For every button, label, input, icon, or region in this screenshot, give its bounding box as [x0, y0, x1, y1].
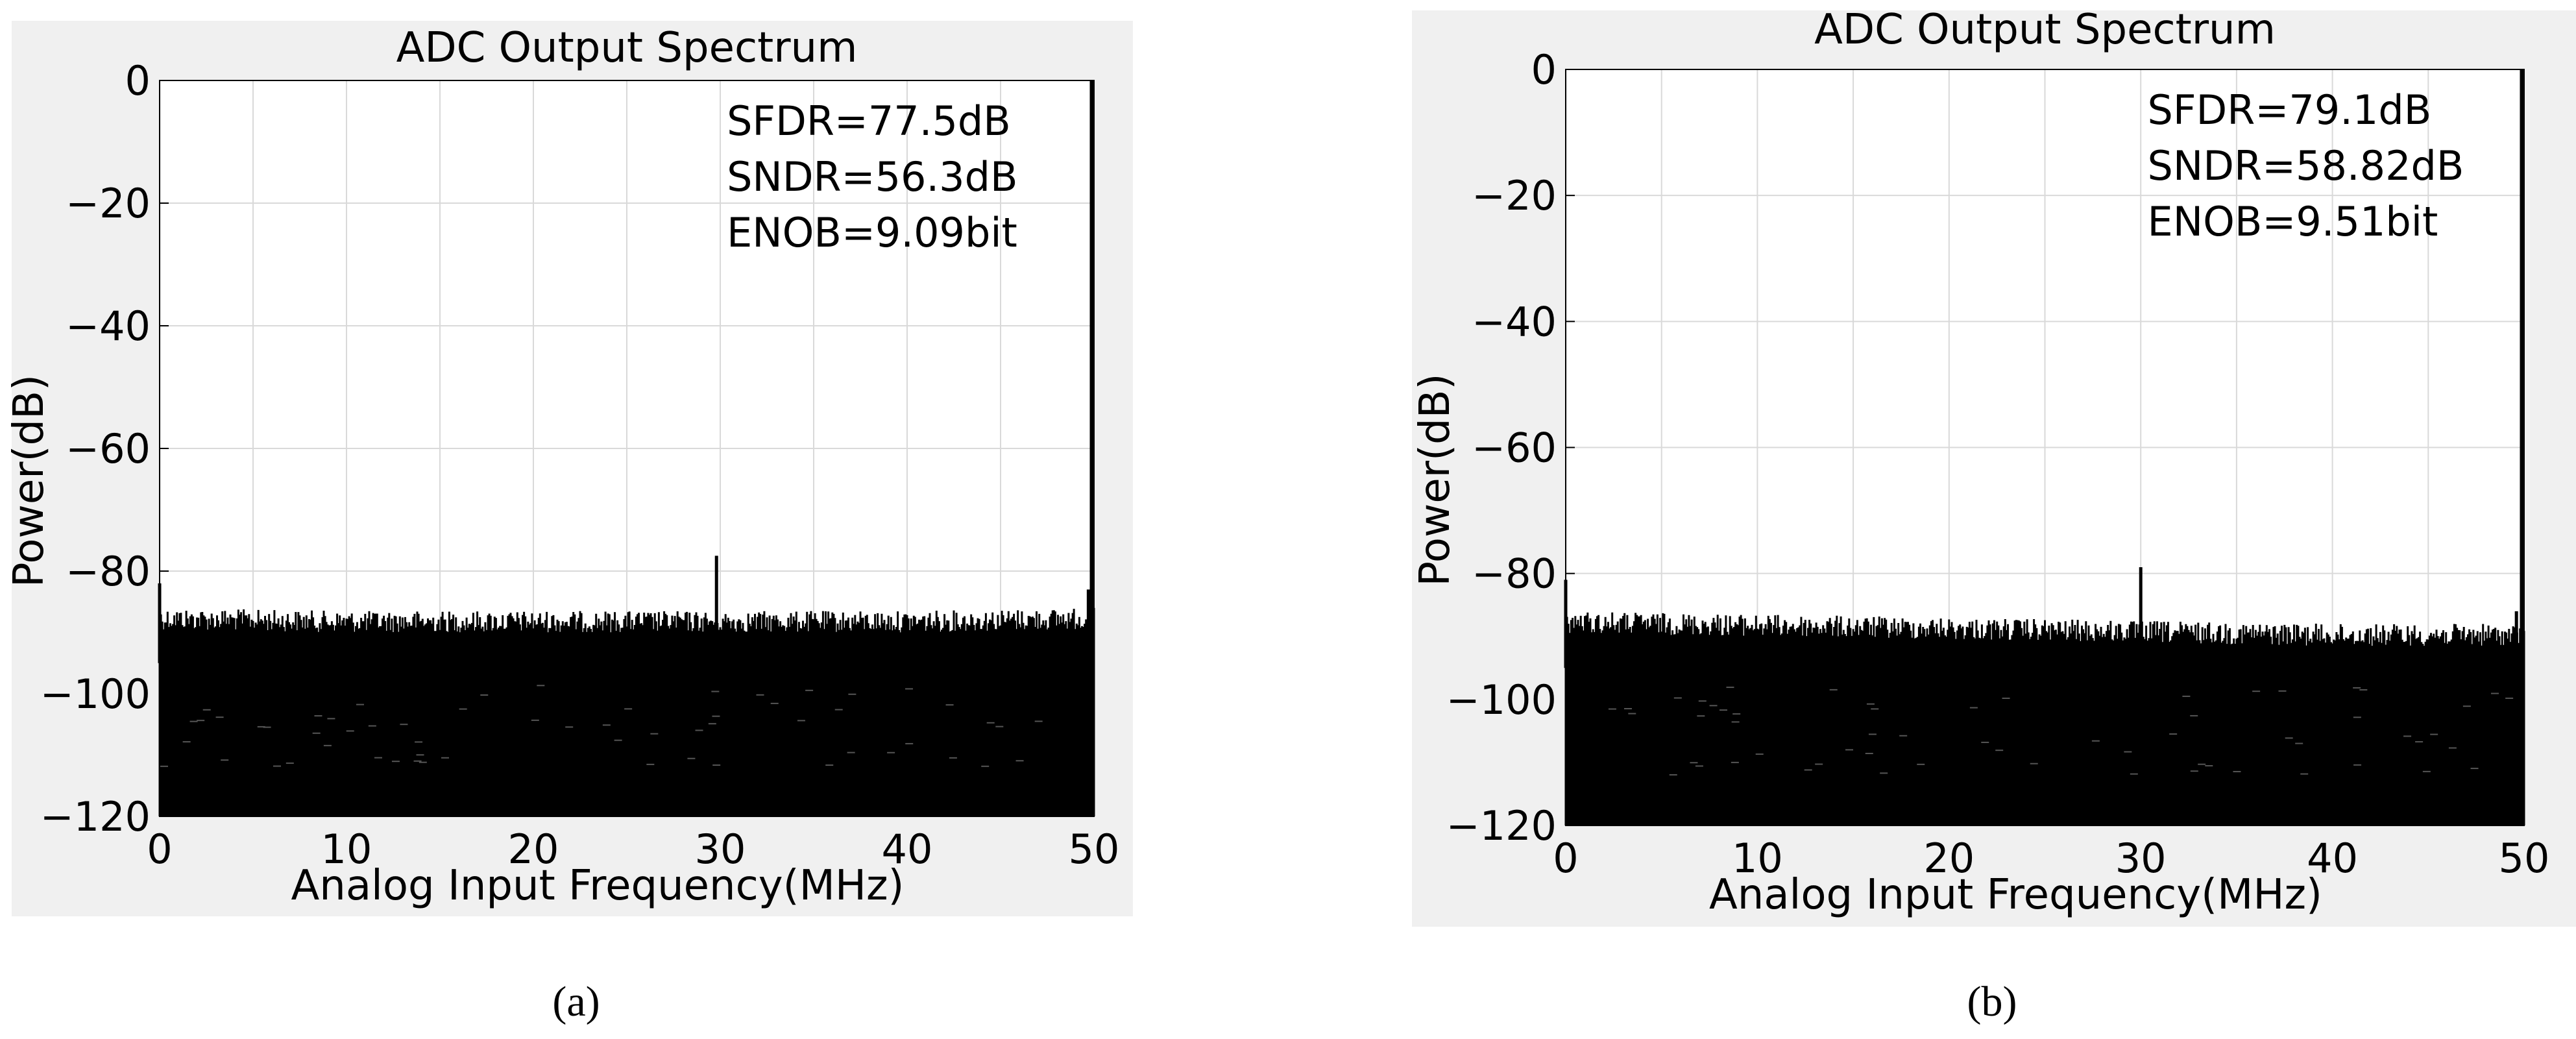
- x-axis-label: Analog Input Frequency(MHz): [291, 862, 904, 910]
- x-tick-label: 0: [147, 825, 172, 873]
- y-tick-label: 0: [1531, 46, 1557, 93]
- x-tick-label: 0: [1553, 835, 1578, 882]
- x-tick-label: 30: [2115, 835, 2167, 882]
- y-tick-label: −120: [1446, 802, 1557, 850]
- noise-floor-fill: [160, 650, 1094, 816]
- x-axis-label: Analog Input Frequency(MHz): [1709, 871, 2322, 919]
- y-tick-label: −40: [1472, 298, 1557, 345]
- x-tick-label: 40: [2307, 835, 2358, 882]
- x-tick-label: 10: [1732, 835, 1783, 882]
- noise-speckles: [1608, 687, 2514, 776]
- x-tick-label: 20: [508, 825, 559, 873]
- panel-caption: (b): [1967, 978, 2017, 1025]
- y-tick-label: −20: [66, 180, 151, 227]
- y-axis-label: Power(dB): [1411, 374, 1459, 587]
- y-tick-label: −120: [40, 793, 151, 840]
- x-tick-label: 10: [321, 825, 372, 873]
- y-axis-label: Power(dB): [5, 374, 53, 587]
- x-tick-label: 30: [695, 825, 746, 873]
- y-tick-label: −60: [66, 425, 151, 472]
- chart-title: ADC Output Spectrum: [1814, 6, 2276, 54]
- noise-floor-fill: [1566, 655, 2524, 825]
- y-tick-label: −80: [1472, 550, 1557, 598]
- y-tick-label: −20: [1472, 172, 1557, 219]
- metric-annotation: SFDR=79.1dB: [2148, 86, 2432, 134]
- noise-speckles: [160, 685, 1043, 767]
- metric-annotation: ENOB=9.09bit: [727, 209, 1017, 256]
- metric-annotation: ENOB=9.51bit: [2148, 198, 2438, 245]
- metric-annotation: SNDR=58.82dB: [2148, 142, 2464, 189]
- x-tick-label: 50: [2499, 835, 2550, 882]
- y-tick-label: −80: [66, 548, 151, 595]
- y-tick-label: −60: [1472, 424, 1557, 472]
- metric-annotation: SFDR=77.5dB: [727, 97, 1011, 145]
- y-tick-label: 0: [125, 57, 151, 104]
- y-tick-label: −100: [40, 670, 151, 718]
- y-tick-label: −100: [1446, 676, 1557, 724]
- x-tick-label: 40: [882, 825, 933, 873]
- panel-caption: (a): [552, 978, 600, 1025]
- x-tick-label: 50: [1069, 825, 1120, 873]
- metric-annotation: SNDR=56.3dB: [727, 153, 1017, 201]
- chart-title: ADC Output Spectrum: [396, 24, 858, 72]
- x-tick-label: 20: [1923, 835, 1975, 882]
- y-tick-label: −40: [66, 302, 151, 350]
